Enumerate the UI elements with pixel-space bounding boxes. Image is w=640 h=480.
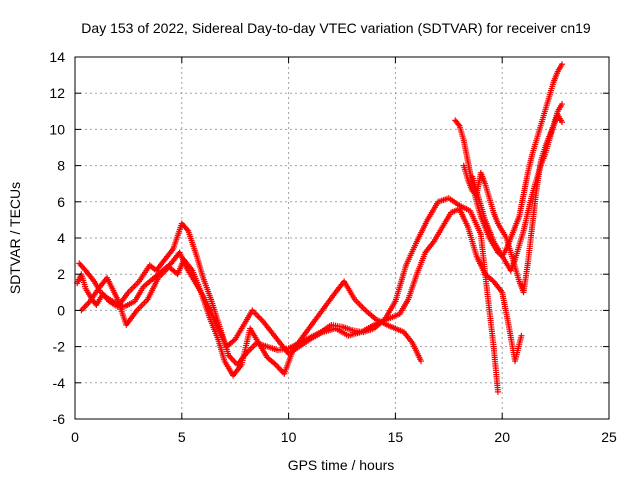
series-6 (469, 101, 566, 274)
y-tick-label: -6 (53, 411, 66, 427)
y-tick-label: 2 (57, 266, 65, 282)
data-point-marker (559, 61, 566, 68)
y-tick-label: 14 (49, 49, 65, 65)
data-point-marker (455, 121, 462, 128)
y-tick-label: 12 (49, 85, 65, 101)
x-tick-label: 0 (71, 429, 79, 445)
y-tick-label: 6 (57, 194, 65, 210)
y-tick-label: -2 (53, 339, 66, 355)
x-tick-label: 15 (388, 429, 404, 445)
x-tick-label: 25 (601, 429, 617, 445)
data-point-marker (559, 101, 566, 108)
data-point-marker (494, 388, 501, 395)
data-point-marker (418, 358, 425, 365)
y-tick-label: 4 (57, 230, 65, 246)
y-axis-title: SDTVAR / TECUs (7, 182, 23, 294)
x-axis-title: GPS time / hours (288, 457, 395, 473)
tick-marks (74, 56, 610, 420)
chart-title: Day 153 of 2022, Sidereal Day-to-day VTE… (81, 20, 591, 36)
series-2 (76, 206, 525, 365)
y-tick-label: -4 (53, 375, 66, 391)
series-layer (74, 61, 566, 395)
y-tick-label: 10 (49, 121, 65, 137)
series-3 (78, 256, 425, 379)
y-tick-label: 8 (57, 158, 65, 174)
x-tick-label: 10 (281, 429, 297, 445)
data-point-marker (559, 119, 566, 126)
x-tick-label: 5 (178, 429, 186, 445)
x-tick-label: 20 (494, 429, 510, 445)
y-tick-label: 0 (57, 302, 65, 318)
data-point-marker (518, 332, 525, 339)
